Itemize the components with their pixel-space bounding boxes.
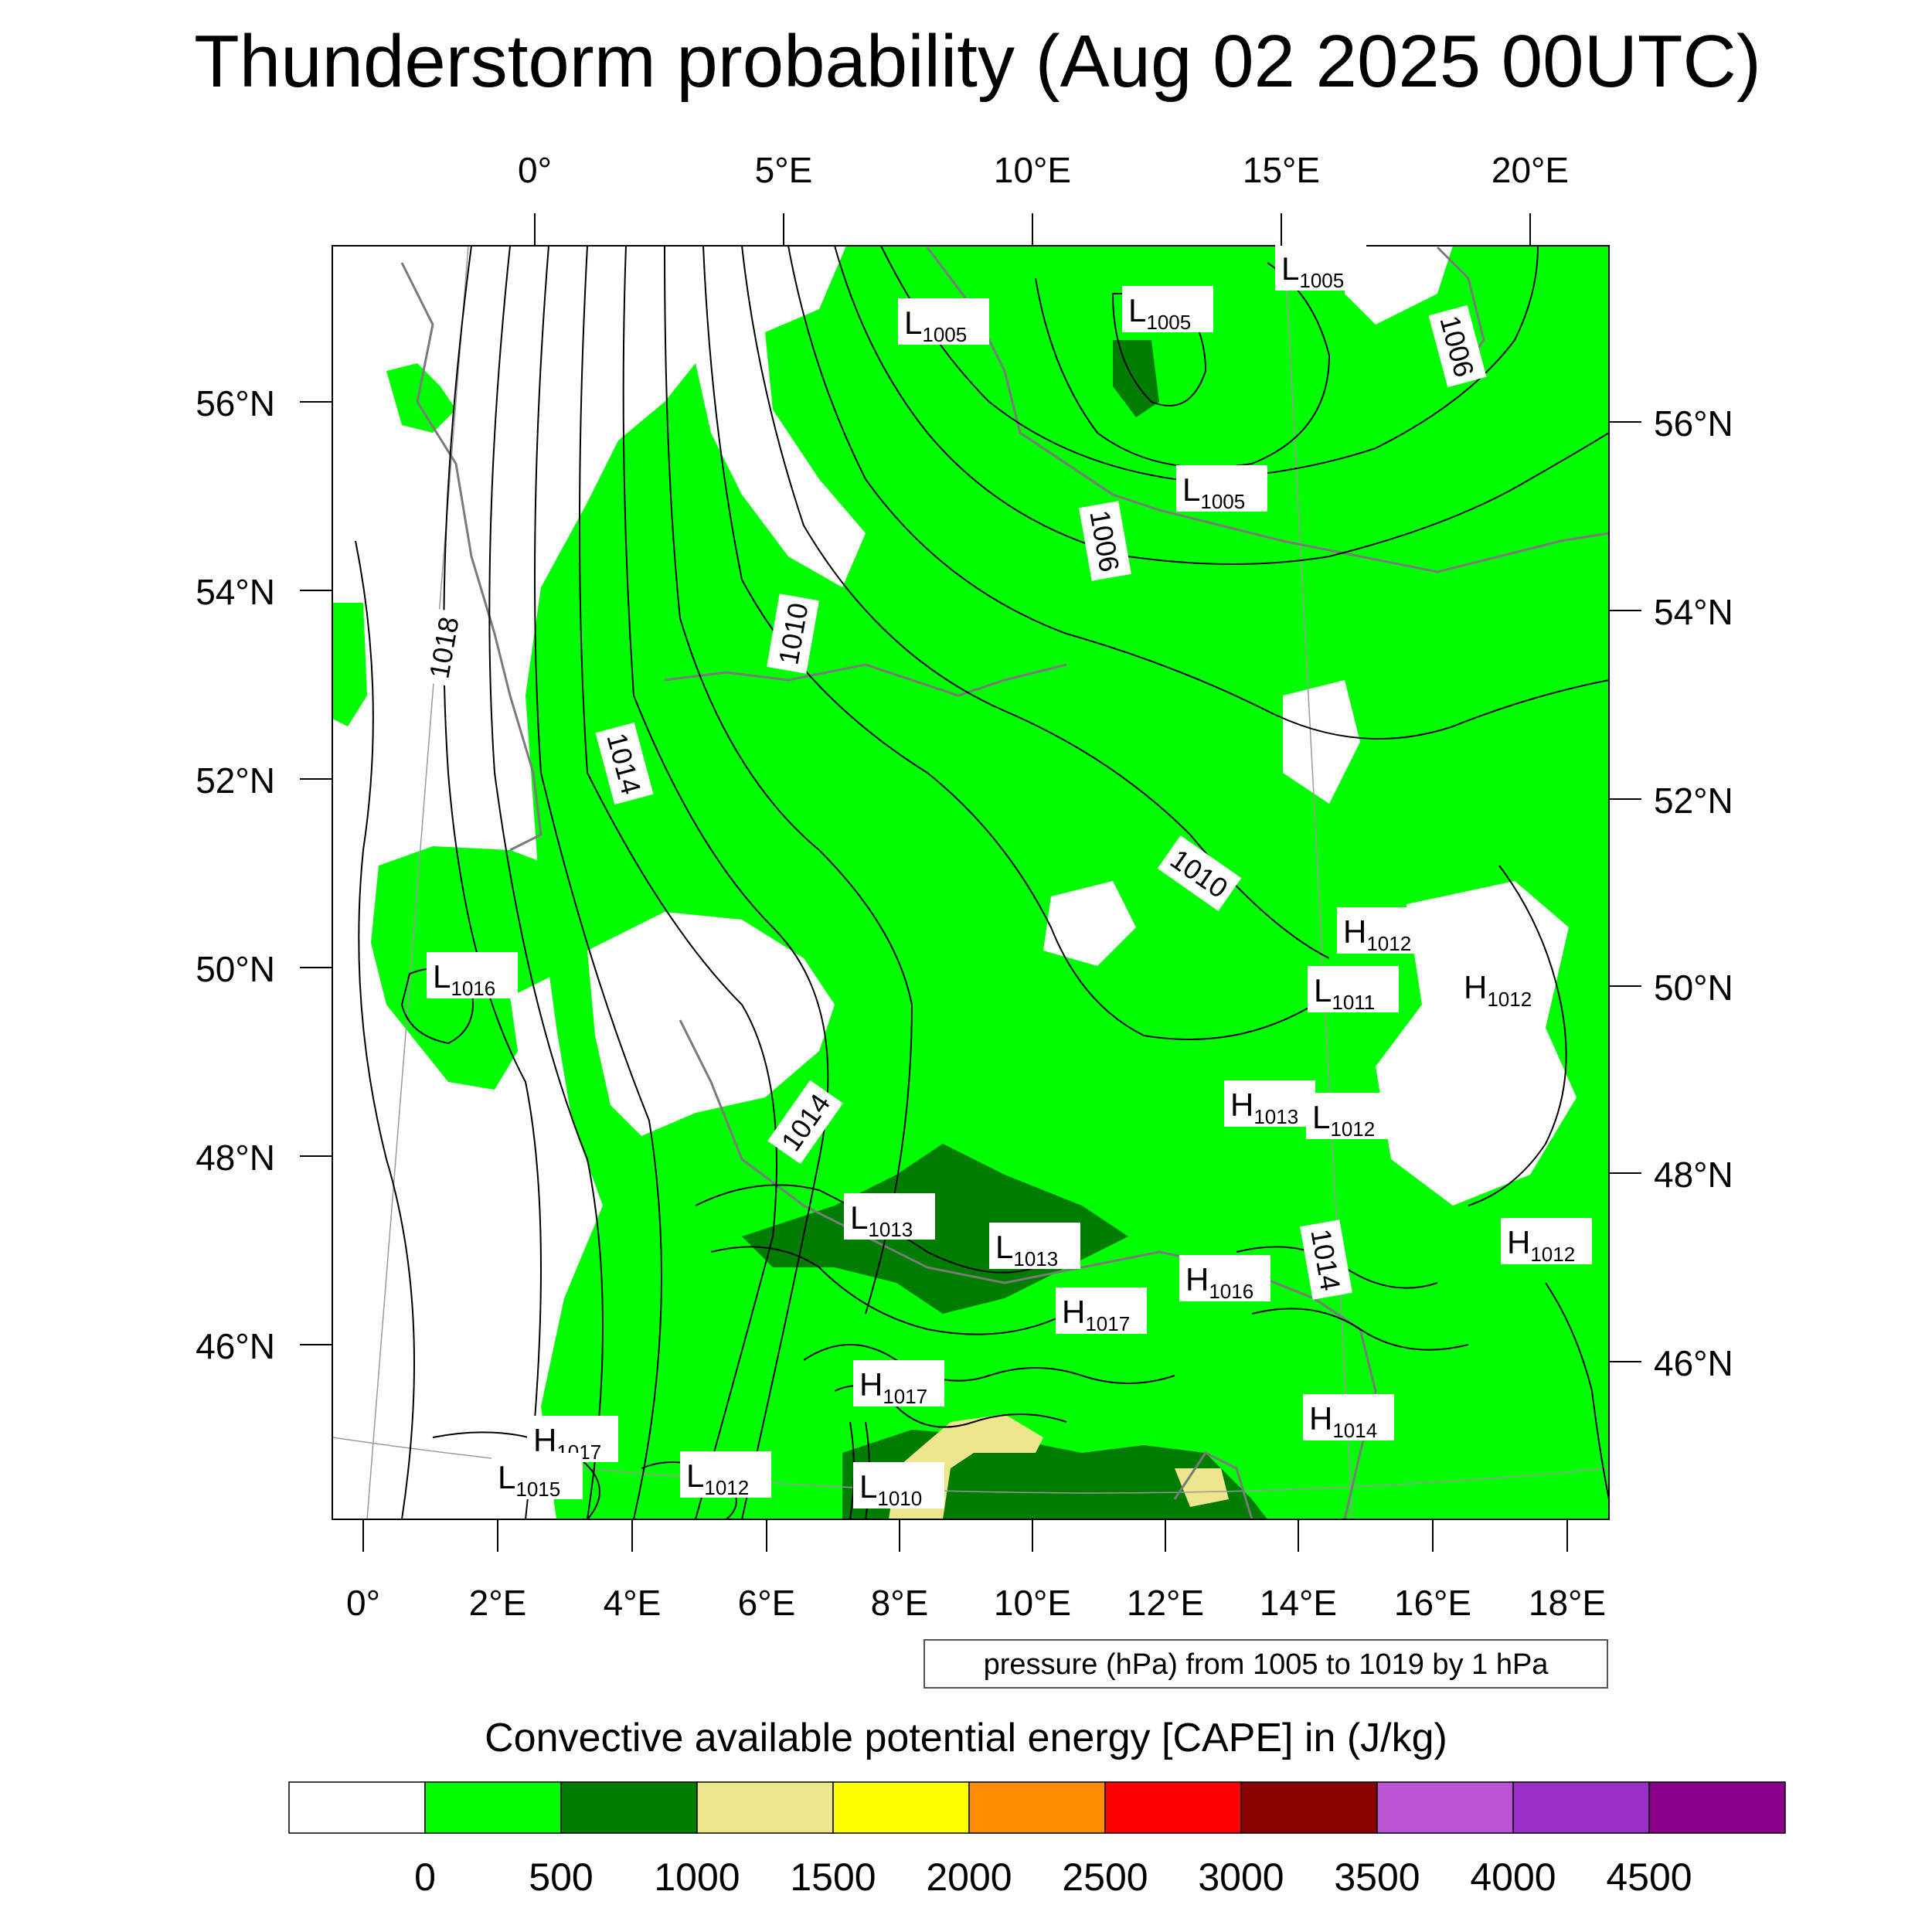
- pressure-centre-l: L1012: [680, 1451, 771, 1499]
- isobars: [355, 246, 1609, 1519]
- bottom-lon-label: 2°E: [469, 1583, 527, 1623]
- isobar-labels: 1018 1014 1010 1006 1006 1010 1014 1014: [417, 304, 1487, 1300]
- right-lat-label: 54°N: [1654, 592, 1733, 632]
- pressure-centre-l: L1010: [853, 1462, 944, 1510]
- pressure-centre-h: H1012: [1458, 963, 1549, 1011]
- colorbar-swatch: [832, 1781, 970, 1834]
- top-lon-label: 10°E: [994, 150, 1071, 190]
- right-lat-label: 48°N: [1654, 1155, 1733, 1195]
- bottom-lon-label: 8°E: [871, 1583, 929, 1623]
- pressure-centre-l: L1005: [898, 298, 989, 346]
- isobar-label: 1014: [1300, 1219, 1352, 1300]
- top-lon-label: 5°E: [755, 150, 813, 190]
- pressure-centres: L1005 L1005 L1005 L1005 L1016 H1012 L1011 H1012…: [427, 244, 1592, 1510]
- pressure-centre-l: L1015: [492, 1453, 583, 1501]
- left-lat-label: 46°N: [196, 1326, 275, 1366]
- bottom-lon-label: 16°E: [1394, 1583, 1471, 1623]
- bottom-lon-axis: 0° 2°E 4°E 6°E 8°E 10°E 12°E 14°E 16°E 1…: [346, 1519, 1606, 1623]
- bottom-lon-label: 14°E: [1260, 1583, 1337, 1623]
- isobar-label: 1010: [1157, 835, 1242, 911]
- colorbar-swatch: [1648, 1781, 1786, 1834]
- left-lat-axis: 56°N 54°N 52°N 50°N 48°N 46°N: [196, 383, 332, 1366]
- colorbar-swatch: [1240, 1781, 1378, 1834]
- colorbar-tick-label: 4500: [1606, 1855, 1692, 1899]
- cape-gap-czech: [1043, 881, 1136, 966]
- pressure-centre-h: H1016: [1179, 1255, 1270, 1303]
- colorbar-swatch: [1104, 1781, 1242, 1834]
- left-lat-label: 50°N: [196, 949, 275, 989]
- isobar-label: 1006: [1079, 501, 1131, 581]
- bottom-lon-label: 4°E: [604, 1583, 662, 1623]
- bottom-lon-label: 10°E: [994, 1583, 1071, 1623]
- contour-info-box: pressure (hPa) from 1005 to 1019 by 1 hP…: [923, 1639, 1608, 1689]
- pressure-centre-l: L1005: [1275, 244, 1366, 292]
- top-lon-label: 0°: [518, 150, 552, 190]
- bottom-lon-label: 12°E: [1127, 1583, 1204, 1623]
- colorbar-tick-label: 2500: [1062, 1855, 1148, 1899]
- pressure-centre-l: L1012: [1306, 1093, 1397, 1141]
- pressure-centre-h: H1014: [1303, 1394, 1394, 1442]
- map-panel: [332, 245, 1610, 1520]
- colorbar-tick-label: 2000: [926, 1855, 1012, 1899]
- colorbar-swatch: [696, 1781, 834, 1834]
- left-lat-label: 48°N: [196, 1138, 275, 1178]
- colorbar-swatch: [968, 1781, 1106, 1834]
- colorbar-tick-label: 4000: [1470, 1855, 1556, 1899]
- cape-gap-france: [587, 912, 835, 1136]
- colorbar-swatch: [1376, 1781, 1514, 1834]
- pressure-centre-l: L1013: [844, 1193, 935, 1241]
- contour-info-text: pressure (hPa) from 1005 to 1019 by 1 hP…: [984, 1648, 1549, 1681]
- right-lat-label: 56°N: [1654, 403, 1733, 444]
- cape-gap-east: [1376, 881, 1577, 1206]
- map-title: Thunderstorm probability (Aug 02 2025 00…: [194, 20, 1761, 103]
- left-lat-label: 52°N: [196, 760, 275, 801]
- colorbar-tick-label: 3500: [1334, 1855, 1420, 1899]
- colorbar-swatch: [288, 1781, 426, 1834]
- left-lat-label: 54°N: [196, 572, 275, 612]
- right-lat-label: 52°N: [1654, 781, 1733, 821]
- pressure-centre-l: L1011: [1308, 966, 1399, 1014]
- colorbar: 0 500 1000 1500 2000 2500 3000 3500 4000 4500: [288, 1781, 1786, 1899]
- isobar-label: 1010: [767, 594, 819, 674]
- colorbar-tick-label: 1500: [790, 1855, 876, 1899]
- map-frame: [332, 245, 1610, 1520]
- colorbar-title: Convective available potential energy [C…: [485, 1716, 1447, 1760]
- right-lat-axis: 56°N 54°N 52°N 50°N 48°N 46°N: [1609, 403, 1733, 1383]
- pressure-centre-l: L1013: [989, 1223, 1080, 1270]
- pressure-centre-l: L1016: [427, 952, 518, 1000]
- bottom-lon-label: 6°E: [738, 1583, 796, 1623]
- top-lon-label: 20°E: [1492, 150, 1569, 190]
- bottom-lon-label: 0°: [346, 1583, 380, 1623]
- bottom-lon-label: 18°E: [1529, 1583, 1606, 1623]
- pressure-centre-h: H1012: [1501, 1218, 1592, 1266]
- top-lon-axis: 0° 5°E 10°E 15°E 20°E: [518, 150, 1569, 246]
- pressure-centre-h: H1017: [1056, 1287, 1147, 1335]
- colorbar-swatch: [424, 1781, 562, 1834]
- pressure-centre-l: L1005: [1122, 286, 1213, 334]
- colorbar-tick-label: 500: [529, 1855, 593, 1899]
- isobar-label: 1018: [417, 607, 470, 688]
- pressure-centre-h: H1012: [1337, 907, 1428, 955]
- colorbar-tick-label: 3000: [1198, 1855, 1284, 1899]
- cape-area-edge: [332, 603, 367, 726]
- right-lat-label: 50°N: [1654, 968, 1733, 1008]
- pressure-centre-h: H1013: [1224, 1080, 1315, 1128]
- top-lon-label: 15°E: [1243, 150, 1320, 190]
- colorbar-swatch: [1512, 1781, 1650, 1834]
- cape-gap-poland: [1283, 680, 1360, 804]
- pressure-centre-h: H1017: [853, 1360, 944, 1408]
- colorbar-swatch: [560, 1781, 698, 1834]
- cape-area-northwest: [386, 363, 456, 433]
- left-lat-label: 56°N: [196, 383, 275, 423]
- colorbar-tick-label: 0: [414, 1855, 436, 1899]
- pressure-centre-l: L1005: [1176, 465, 1267, 513]
- right-lat-label: 46°N: [1654, 1343, 1733, 1383]
- colorbar-tick-label: 1000: [654, 1855, 740, 1899]
- cape-gap-north: [1345, 246, 1453, 325]
